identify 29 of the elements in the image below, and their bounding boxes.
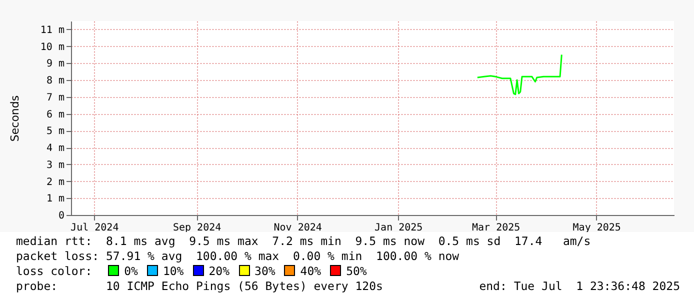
y-tick-label: 11 m [40, 24, 64, 36]
text: loss color: [16, 264, 94, 278]
y-tick-label: 6 m [46, 109, 64, 120]
x-tick-label: Mar 2025 [472, 222, 520, 234]
line-series [476, 54, 562, 96]
text: 10% [162, 264, 184, 278]
x-tick-label: Jan 2025 [374, 222, 423, 234]
y-tick-label: 10 m [40, 42, 64, 53]
y-tick-label: 8 m [46, 76, 64, 87]
y-axis-title: Seconds [8, 95, 22, 142]
y-tick-label: 3 m [46, 160, 64, 171]
y-tick-label: 5 m [46, 126, 64, 138]
y-tick-label: 9 m [46, 58, 64, 70]
text: end: Tue Jul 1 23:36:48 2025 [479, 279, 680, 294]
text: median rtt: 8.1 ms avg 9.5 ms max 7.2 ms min 9.5 ms now 0.5 ms sd 17.4 am/s [16, 234, 591, 248]
text: probe: 10 ICMP Echo Pings (56 Bytes) every 120s [16, 279, 383, 293]
x-tick-label: Nov 2024 [274, 222, 322, 234]
text: 20% [208, 264, 230, 278]
text: packet loss: 57.91 % avg 100.00 % max 0.00 % min 100.00 % now [16, 249, 460, 263]
text: 40% [300, 264, 322, 278]
text: 0% [124, 264, 138, 278]
y-tick-label: 7 m [46, 92, 64, 104]
y-tick-label: 4 m [46, 143, 64, 154]
y-tick-label: 1 m [46, 194, 64, 205]
y-tick-label: 0 [58, 210, 64, 222]
text: 30% [254, 264, 276, 278]
x-tick-label: Jul 2024 [70, 222, 119, 234]
y-tick-label: 2 m [46, 176, 64, 188]
text: 50% [346, 264, 367, 278]
